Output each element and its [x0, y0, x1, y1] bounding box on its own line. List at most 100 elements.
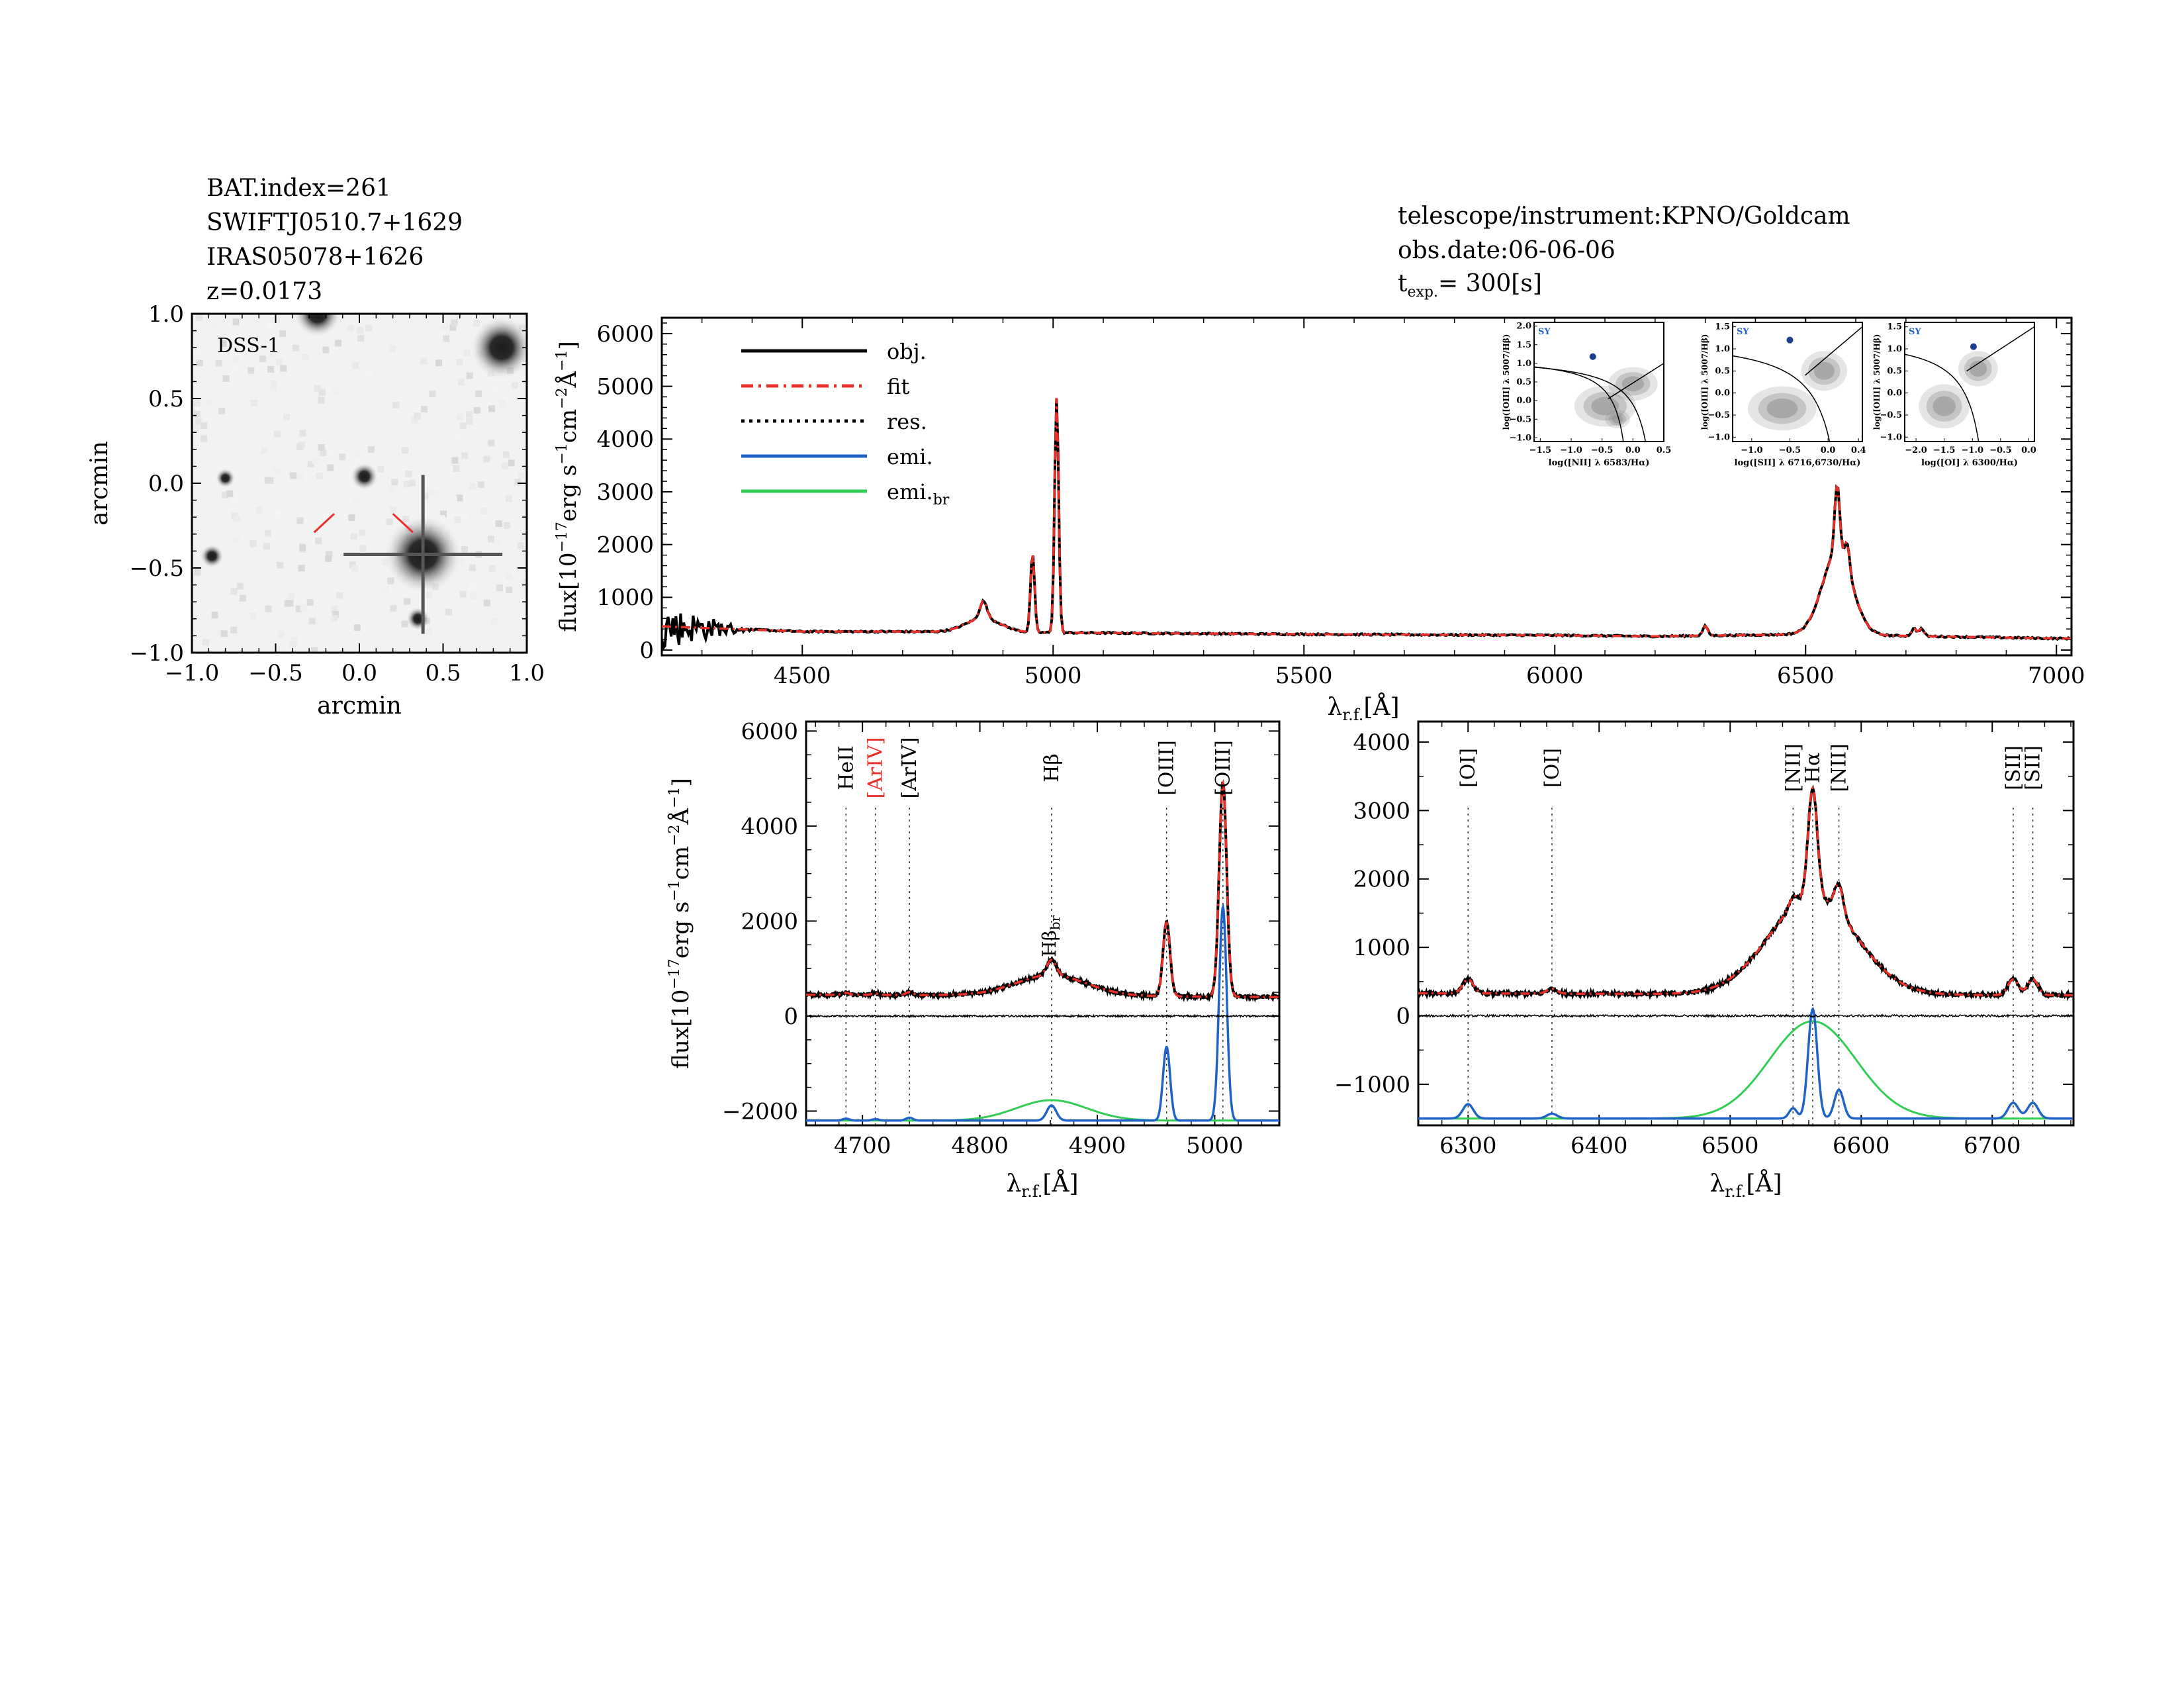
- sky-noise-pixel: [276, 359, 283, 366]
- sky-noise-pixel: [453, 465, 460, 473]
- sky-noise-pixel: [466, 372, 473, 379]
- sky-noise-pixel: [326, 551, 333, 558]
- sky-noise-pixel: [297, 473, 304, 481]
- sky-noise-pixel: [273, 430, 281, 438]
- density-contour: [1766, 399, 1798, 418]
- y-tick-label: −0.5: [129, 555, 184, 582]
- residual-curve: [1418, 1013, 2073, 1019]
- sky-noise-pixel: [250, 540, 257, 547]
- sky-noise-pixel: [348, 514, 355, 522]
- plot-area: [1418, 784, 2073, 1125]
- hbeta_zoom-panel: 4700 4800 4900 5000 −2000 0 2000 4000 6000 HeII [A…: [666, 718, 1281, 1201]
- density-contour: [1933, 396, 1956, 416]
- x-tick-label: 5500: [1275, 663, 1333, 689]
- sky-noise-pixel: [279, 330, 287, 338]
- sky-noise-pixel: [475, 391, 482, 398]
- sky-noise-pixel: [435, 492, 443, 500]
- inset-frame: [1732, 322, 1863, 442]
- inset-frame: [1904, 322, 2035, 442]
- sky-noise-pixel: [206, 399, 213, 406]
- sky-noise-pixel: [316, 473, 323, 480]
- sky-noise-pixel: [295, 605, 302, 612]
- x-tick-label: 4900: [1069, 1133, 1126, 1159]
- sky-noise-pixel: [212, 390, 220, 397]
- sky-noise-pixel: [401, 447, 408, 454]
- sky-noise-pixel: [289, 472, 296, 479]
- inset-y-tick-label: 2.0: [1516, 322, 1531, 332]
- sky-noise-pixel: [461, 512, 468, 520]
- line-marker-label: [OIII]: [1156, 740, 1179, 796]
- x-tick-label: 0.5: [425, 660, 461, 686]
- sky-noise-pixel: [498, 640, 506, 647]
- plot-frame: [805, 720, 1281, 1127]
- sky-noise-pixel: [193, 410, 201, 418]
- sky-noise-pixel: [392, 401, 400, 408]
- inset-x-tick-label: −2.0: [1905, 445, 1927, 455]
- sky-noise-pixel: [296, 443, 304, 450]
- sky-noise-pixel: [265, 605, 272, 612]
- inset-y-tick-label: 1.0: [1887, 344, 1902, 354]
- inset-y-tick-label: 1.0: [1516, 359, 1531, 369]
- star-source: [293, 314, 342, 338]
- x-tick-label: 4800: [951, 1133, 1009, 1159]
- sky-noise-pixel: [445, 608, 452, 616]
- y-tick-label: 4000: [741, 814, 798, 840]
- sky-noise-pixel: [498, 400, 506, 407]
- sky-noise-pixel: [293, 344, 300, 352]
- sky-noise-pixel: [459, 590, 467, 598]
- residual-curve: [806, 1013, 1279, 1019]
- sky-noise-pixel: [440, 320, 447, 328]
- sky-noise-pixel: [473, 320, 480, 327]
- sky-noise-pixel: [218, 407, 226, 414]
- sky-noise-pixel: [420, 357, 428, 365]
- sky-noise-pixel: [517, 542, 524, 549]
- sky-noise-pixel: [220, 630, 228, 637]
- y-tick-label: 4000: [1353, 729, 1410, 756]
- sky-noise-pixel: [511, 382, 518, 389]
- inset-y-tick-label: 0.5: [1516, 377, 1531, 387]
- inset-x-tick-label: −1.0: [1962, 445, 1984, 455]
- star-source: [350, 462, 379, 491]
- telescope-instrument: telescope/instrument:KPNO/Goldcam: [1398, 203, 1850, 230]
- sky-noise-pixel: [518, 472, 525, 479]
- sky-noise-pixel: [388, 486, 396, 493]
- sky-noise-pixel: [233, 538, 240, 545]
- sky-noise-pixel: [415, 481, 422, 489]
- density-contour: [1758, 393, 1807, 424]
- sky-noise-pixel: [491, 618, 498, 626]
- sky-noise-pixel: [230, 626, 238, 633]
- sky-noise-pixel: [451, 319, 458, 326]
- sky-noise-pixel: [318, 444, 325, 451]
- y-tick-label: 0.0: [148, 471, 184, 497]
- sky-noise-pixel: [236, 583, 244, 590]
- sky-noise-pixel: [339, 453, 346, 461]
- sky-noise-pixel: [195, 314, 203, 322]
- sky-noise-pixel: [307, 461, 314, 468]
- sky-noise-pixel: [222, 375, 230, 382]
- x-tick-label: −0.5: [248, 660, 303, 686]
- sky-noise-pixel: [505, 495, 512, 502]
- redshift: z=0.0173: [206, 278, 323, 305]
- sky-noise-pixel: [501, 462, 508, 469]
- sky-noise-pixel: [456, 494, 463, 502]
- y-tick-label: 2000: [741, 908, 798, 935]
- sky-noise-pixel: [352, 496, 359, 503]
- x-tick-label: 6700: [1964, 1133, 2021, 1159]
- sky-noise-pixel: [302, 353, 309, 361]
- swift-name: SWIFTJ0510.7+1629: [206, 209, 463, 236]
- sky-noise-pixel: [355, 536, 362, 543]
- density-contour: [1801, 351, 1847, 391]
- sky-noise-pixel: [353, 624, 361, 632]
- sky-noise-pixel: [389, 345, 396, 352]
- sky-noise-pixel: [248, 367, 255, 374]
- density-contour: [1621, 376, 1645, 392]
- sky-noise-pixel: [270, 384, 277, 391]
- sky-noise-pixel: [269, 352, 276, 359]
- sky-noise-pixel: [389, 420, 396, 427]
- sky-noise-pixel: [296, 517, 304, 524]
- broad-line-annotation: Hβbr: [1038, 915, 1063, 957]
- y-tick-label: 0: [784, 1004, 798, 1030]
- sky-noise-pixel: [203, 504, 210, 512]
- density-contour: [1583, 391, 1627, 421]
- sky-noise-pixel: [332, 610, 339, 618]
